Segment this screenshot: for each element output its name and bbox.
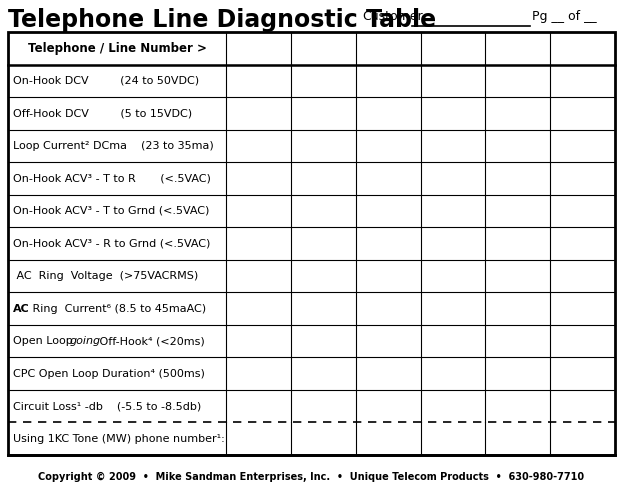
Text: Pg __ of __: Pg __ of __ <box>532 10 597 23</box>
Text: Circuit Loss¹ -db    (-5.5 to -8.5db): Circuit Loss¹ -db (-5.5 to -8.5db) <box>13 401 201 411</box>
Text: Customer: Customer <box>362 10 422 23</box>
Text: On-Hook ACV³ - T to R       (<.5VAC): On-Hook ACV³ - T to R (<.5VAC) <box>13 174 211 183</box>
Text: Loop Current² DCma    (23 to 35ma): Loop Current² DCma (23 to 35ma) <box>13 141 214 151</box>
Text: Telephone / Line Number >: Telephone / Line Number > <box>27 42 206 55</box>
Text: On-Hook ACV³ - R to Grnd (<.5VAC): On-Hook ACV³ - R to Grnd (<.5VAC) <box>13 239 211 248</box>
Text: On-Hook DCV         (24 to 50VDC): On-Hook DCV (24 to 50VDC) <box>13 76 199 86</box>
Text: going: going <box>70 336 101 346</box>
Text: Open Loop: Open Loop <box>13 336 76 346</box>
Text: AC: AC <box>13 304 30 313</box>
Text: On-Hook ACV³ - T to Grnd (<.5VAC): On-Hook ACV³ - T to Grnd (<.5VAC) <box>13 206 209 216</box>
Text: Off-Hook⁴ (<20ms): Off-Hook⁴ (<20ms) <box>96 336 205 346</box>
Text: Off-Hook DCV         (5 to 15VDC): Off-Hook DCV (5 to 15VDC) <box>13 108 192 119</box>
Text: Telephone Line Diagnostic Table: Telephone Line Diagnostic Table <box>8 8 436 32</box>
Text: AC  Ring  Voltage  (>75VACRMS): AC Ring Voltage (>75VACRMS) <box>13 271 198 281</box>
Text: Copyright © 2009  •  Mike Sandman Enterprises, Inc.  •  Unique Telecom Products : Copyright © 2009 • Mike Sandman Enterpri… <box>39 472 584 482</box>
Bar <box>8 32 615 455</box>
Text: Ring  Current⁶ (8.5 to 45maAC): Ring Current⁶ (8.5 to 45maAC) <box>29 304 206 313</box>
Text: CPC Open Loop Duration⁴ (500ms): CPC Open Loop Duration⁴ (500ms) <box>13 369 205 379</box>
Text: Using 1KC Tone (MW) phone number¹:: Using 1KC Tone (MW) phone number¹: <box>13 434 225 444</box>
